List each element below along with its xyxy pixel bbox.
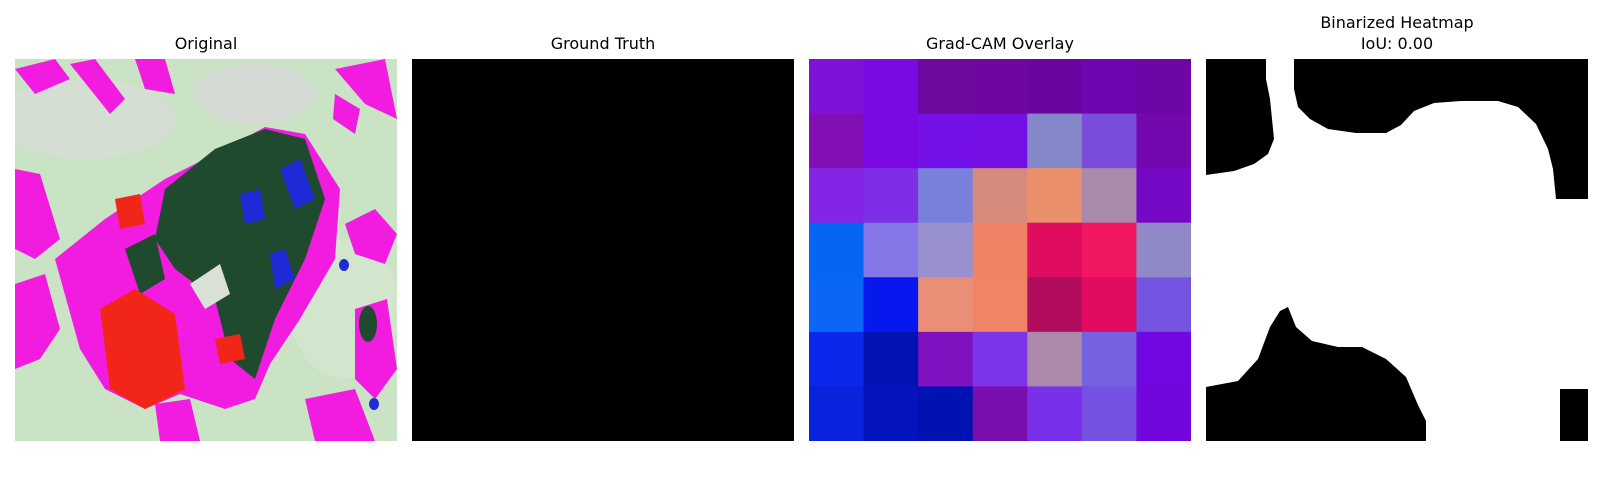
heatmap-cell xyxy=(809,222,865,278)
binarized-title-line: Binarized Heatmap xyxy=(1320,13,1474,32)
heatmap-cell xyxy=(1081,222,1137,278)
mask-region-bottom-left xyxy=(1206,307,1426,441)
heatmap-cell xyxy=(863,168,919,224)
heatmap-cell xyxy=(1136,386,1191,441)
heatmap-cell xyxy=(1027,168,1083,224)
heatmap-cell xyxy=(972,59,1028,115)
heatmap-cell xyxy=(918,331,974,387)
heatmap-cell xyxy=(1027,331,1083,387)
heatmap-cell xyxy=(863,386,919,441)
heatmap-cell xyxy=(1081,113,1137,169)
ground-truth-panel: Ground Truth xyxy=(412,0,794,500)
heatmap-cell xyxy=(1081,277,1137,333)
heatmap-cell xyxy=(809,113,865,169)
ground-truth-title: Ground Truth xyxy=(550,34,656,53)
heatmap-cell xyxy=(1136,222,1191,278)
ground-truth-mask xyxy=(412,59,794,441)
heatmap-cell xyxy=(809,168,865,224)
heatmap-cell xyxy=(1136,59,1191,115)
binarized-mask xyxy=(1206,59,1588,441)
iou-label: IoU: 0.00 xyxy=(1360,34,1434,53)
heatmap-cell xyxy=(972,222,1028,278)
heatmap-cell xyxy=(809,277,865,333)
gradcam-title: Grad-CAM Overlay xyxy=(926,34,1074,53)
heatmap-cell xyxy=(863,277,919,333)
binarized-title: Binarized Heatmap IoU: 0.00 xyxy=(1206,12,1588,54)
heatmap-cell xyxy=(972,168,1028,224)
heatmap-cell xyxy=(1136,113,1191,169)
mask-region-bottom-right xyxy=(1560,389,1588,441)
original-panel: Original xyxy=(15,0,397,500)
heatmap-cell xyxy=(1081,386,1137,441)
heatmap-cell xyxy=(1027,277,1083,333)
mask-region-top-right xyxy=(1294,59,1588,199)
heatmap-cell xyxy=(918,386,974,441)
heatmap-cell xyxy=(809,331,865,387)
heatmap-cell xyxy=(918,277,974,333)
heatmap-cell xyxy=(1136,277,1191,333)
heatmap-cell xyxy=(863,113,919,169)
original-title: Original xyxy=(174,34,238,53)
heatmap-cell xyxy=(1027,59,1083,115)
heatmap-cell xyxy=(1081,59,1137,115)
original-image xyxy=(15,59,397,441)
heatmap-cell xyxy=(972,113,1028,169)
heatmap-cell xyxy=(1027,113,1083,169)
heatmap-cell xyxy=(918,168,974,224)
gradcam-panel: Grad-CAM Overlay xyxy=(809,0,1191,500)
heatmap-cell xyxy=(863,331,919,387)
gradcam-heatmap xyxy=(809,59,1191,441)
heatmap-cell xyxy=(1136,331,1191,387)
heatmap-cell xyxy=(1027,222,1083,278)
heatmap-cell xyxy=(1136,168,1191,224)
heatmap-cell xyxy=(972,331,1028,387)
heatmap-cell xyxy=(863,59,919,115)
heatmap-cell xyxy=(863,222,919,278)
heatmap-cell xyxy=(809,386,865,441)
heatmap-cell xyxy=(972,277,1028,333)
heatmap-cell xyxy=(809,59,865,115)
heatmap-cell xyxy=(1027,386,1083,441)
heatmap-cell xyxy=(918,59,974,115)
binarized-panel: Binarized Heatmap IoU: 0.00 xyxy=(1206,0,1588,500)
heatmap-cell xyxy=(918,222,974,278)
heatmap-cell xyxy=(918,113,974,169)
heatmap-cell xyxy=(972,386,1028,441)
heatmap-cell xyxy=(1081,331,1137,387)
mask-region-top-left xyxy=(1206,59,1274,175)
heatmap-cell xyxy=(1081,168,1137,224)
